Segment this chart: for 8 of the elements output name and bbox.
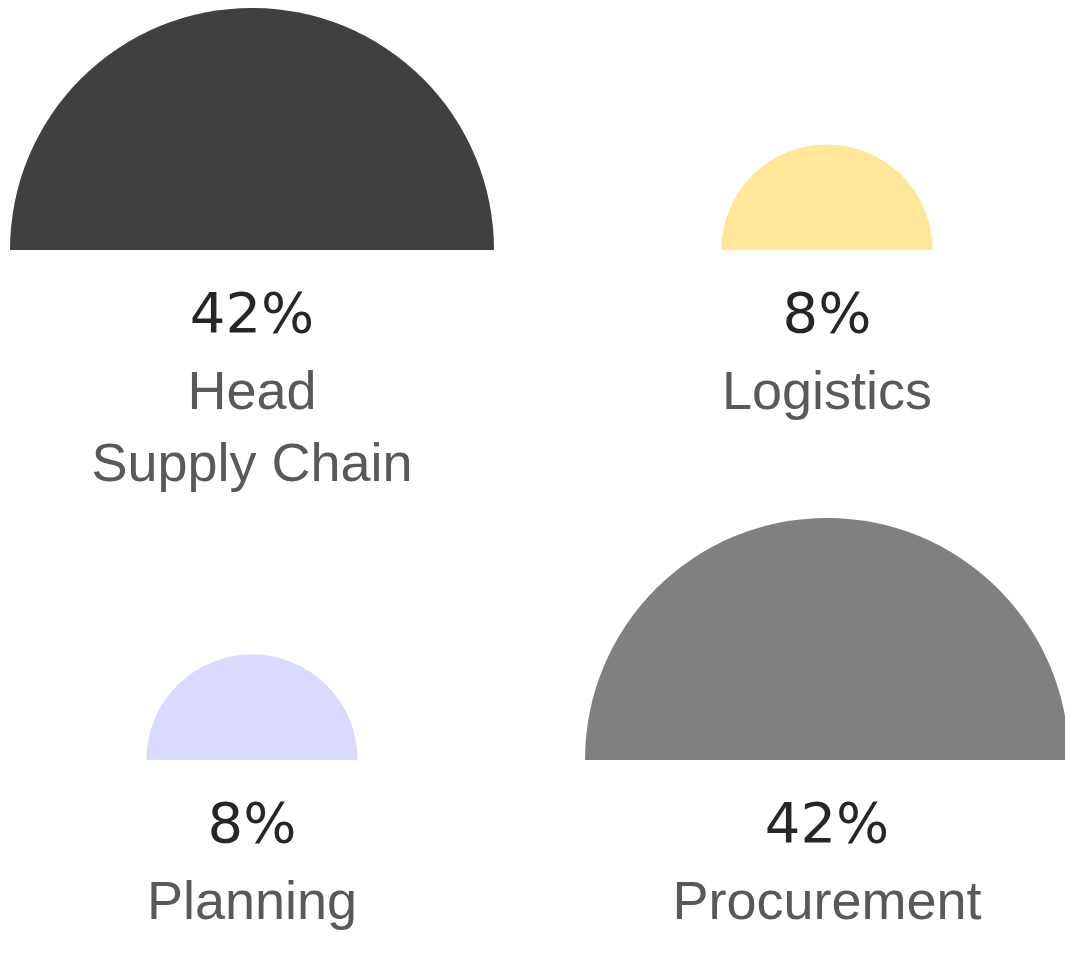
- data-label: 8%: [782, 279, 872, 345]
- category-label: Planning: [146, 870, 358, 930]
- category-label: Head Supply Chain: [91, 360, 413, 492]
- data-label: 42%: [189, 279, 315, 345]
- data-label: 42%: [764, 789, 890, 855]
- category-label: Logistics: [721, 360, 933, 420]
- data-label: 8%: [207, 789, 297, 855]
- category-label: Procurement: [672, 870, 982, 930]
